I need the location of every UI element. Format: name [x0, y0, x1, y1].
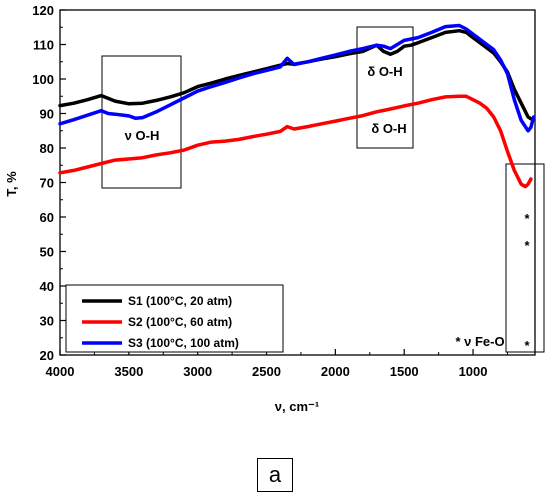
y-axis-ticks: 20 30 40 50 60 70 80 90 100 110 120: [32, 3, 66, 363]
legend-label-s1: S1 (100°C, 20 atm): [128, 294, 232, 308]
annotation-delta-oh-lower: δ O-H: [371, 121, 406, 136]
panel-label: a: [257, 458, 293, 492]
annotation-box-nu-oh: [101, 55, 182, 189]
annotation-delta-oh-upper: δ O-H: [367, 64, 402, 79]
y-tick-label: 60: [40, 210, 54, 225]
y-tick-label: 70: [40, 176, 54, 191]
annotation-star-2: *: [524, 238, 530, 253]
x-tick-label: 2000: [321, 364, 350, 379]
series-line-s2: [58, 94, 533, 189]
annotation-star-3: *: [524, 338, 530, 353]
y-tick-label: 120: [32, 3, 54, 18]
x-tick-label: 3500: [114, 364, 143, 379]
legend-label-s2: S2 (100°C, 60 atm): [128, 315, 232, 329]
x-tick-label: 3000: [183, 364, 212, 379]
annotation-box-delta-oh: [356, 26, 414, 149]
legend: S1 (100°C, 20 atm) S2 (100°C, 60 atm) S3…: [65, 284, 284, 353]
y-tick-label: 40: [40, 279, 54, 294]
legend-label-s3: S3 (100°C, 100 atm): [128, 336, 239, 350]
y-tick-label: 30: [40, 314, 54, 329]
series-line-s1: [58, 28, 533, 121]
series-layer: [58, 23, 536, 189]
y-tick-label: 110: [33, 38, 54, 53]
annotation-box-fe-o: [505, 163, 545, 353]
x-tick-label: 1500: [390, 364, 419, 379]
x-tick-label: 4000: [46, 364, 75, 379]
y-tick-label: 50: [40, 245, 54, 260]
series-line-s3: [58, 23, 536, 133]
x-tick-label: 2500: [252, 364, 281, 379]
annotation-fe-o: * ν Fe-O: [455, 334, 504, 349]
panel-label-text: a: [268, 462, 282, 487]
x-axis-label: ν, cm⁻¹: [275, 399, 319, 414]
y-tick-label: 100: [32, 72, 54, 87]
y-axis-label: T, %: [4, 171, 19, 197]
annotation-star-1: *: [524, 211, 530, 226]
y-tick-label: 90: [40, 107, 54, 122]
y-tick-label: 20: [40, 348, 54, 363]
annotation-nu-oh: ν O-H: [125, 128, 160, 143]
y-tick-label: 80: [40, 141, 54, 156]
x-axis-ticks: 4000 3500 3000 2500 2000 1500 1000: [46, 349, 508, 379]
x-tick-label: 1000: [459, 364, 488, 379]
legend-box: [65, 284, 284, 353]
